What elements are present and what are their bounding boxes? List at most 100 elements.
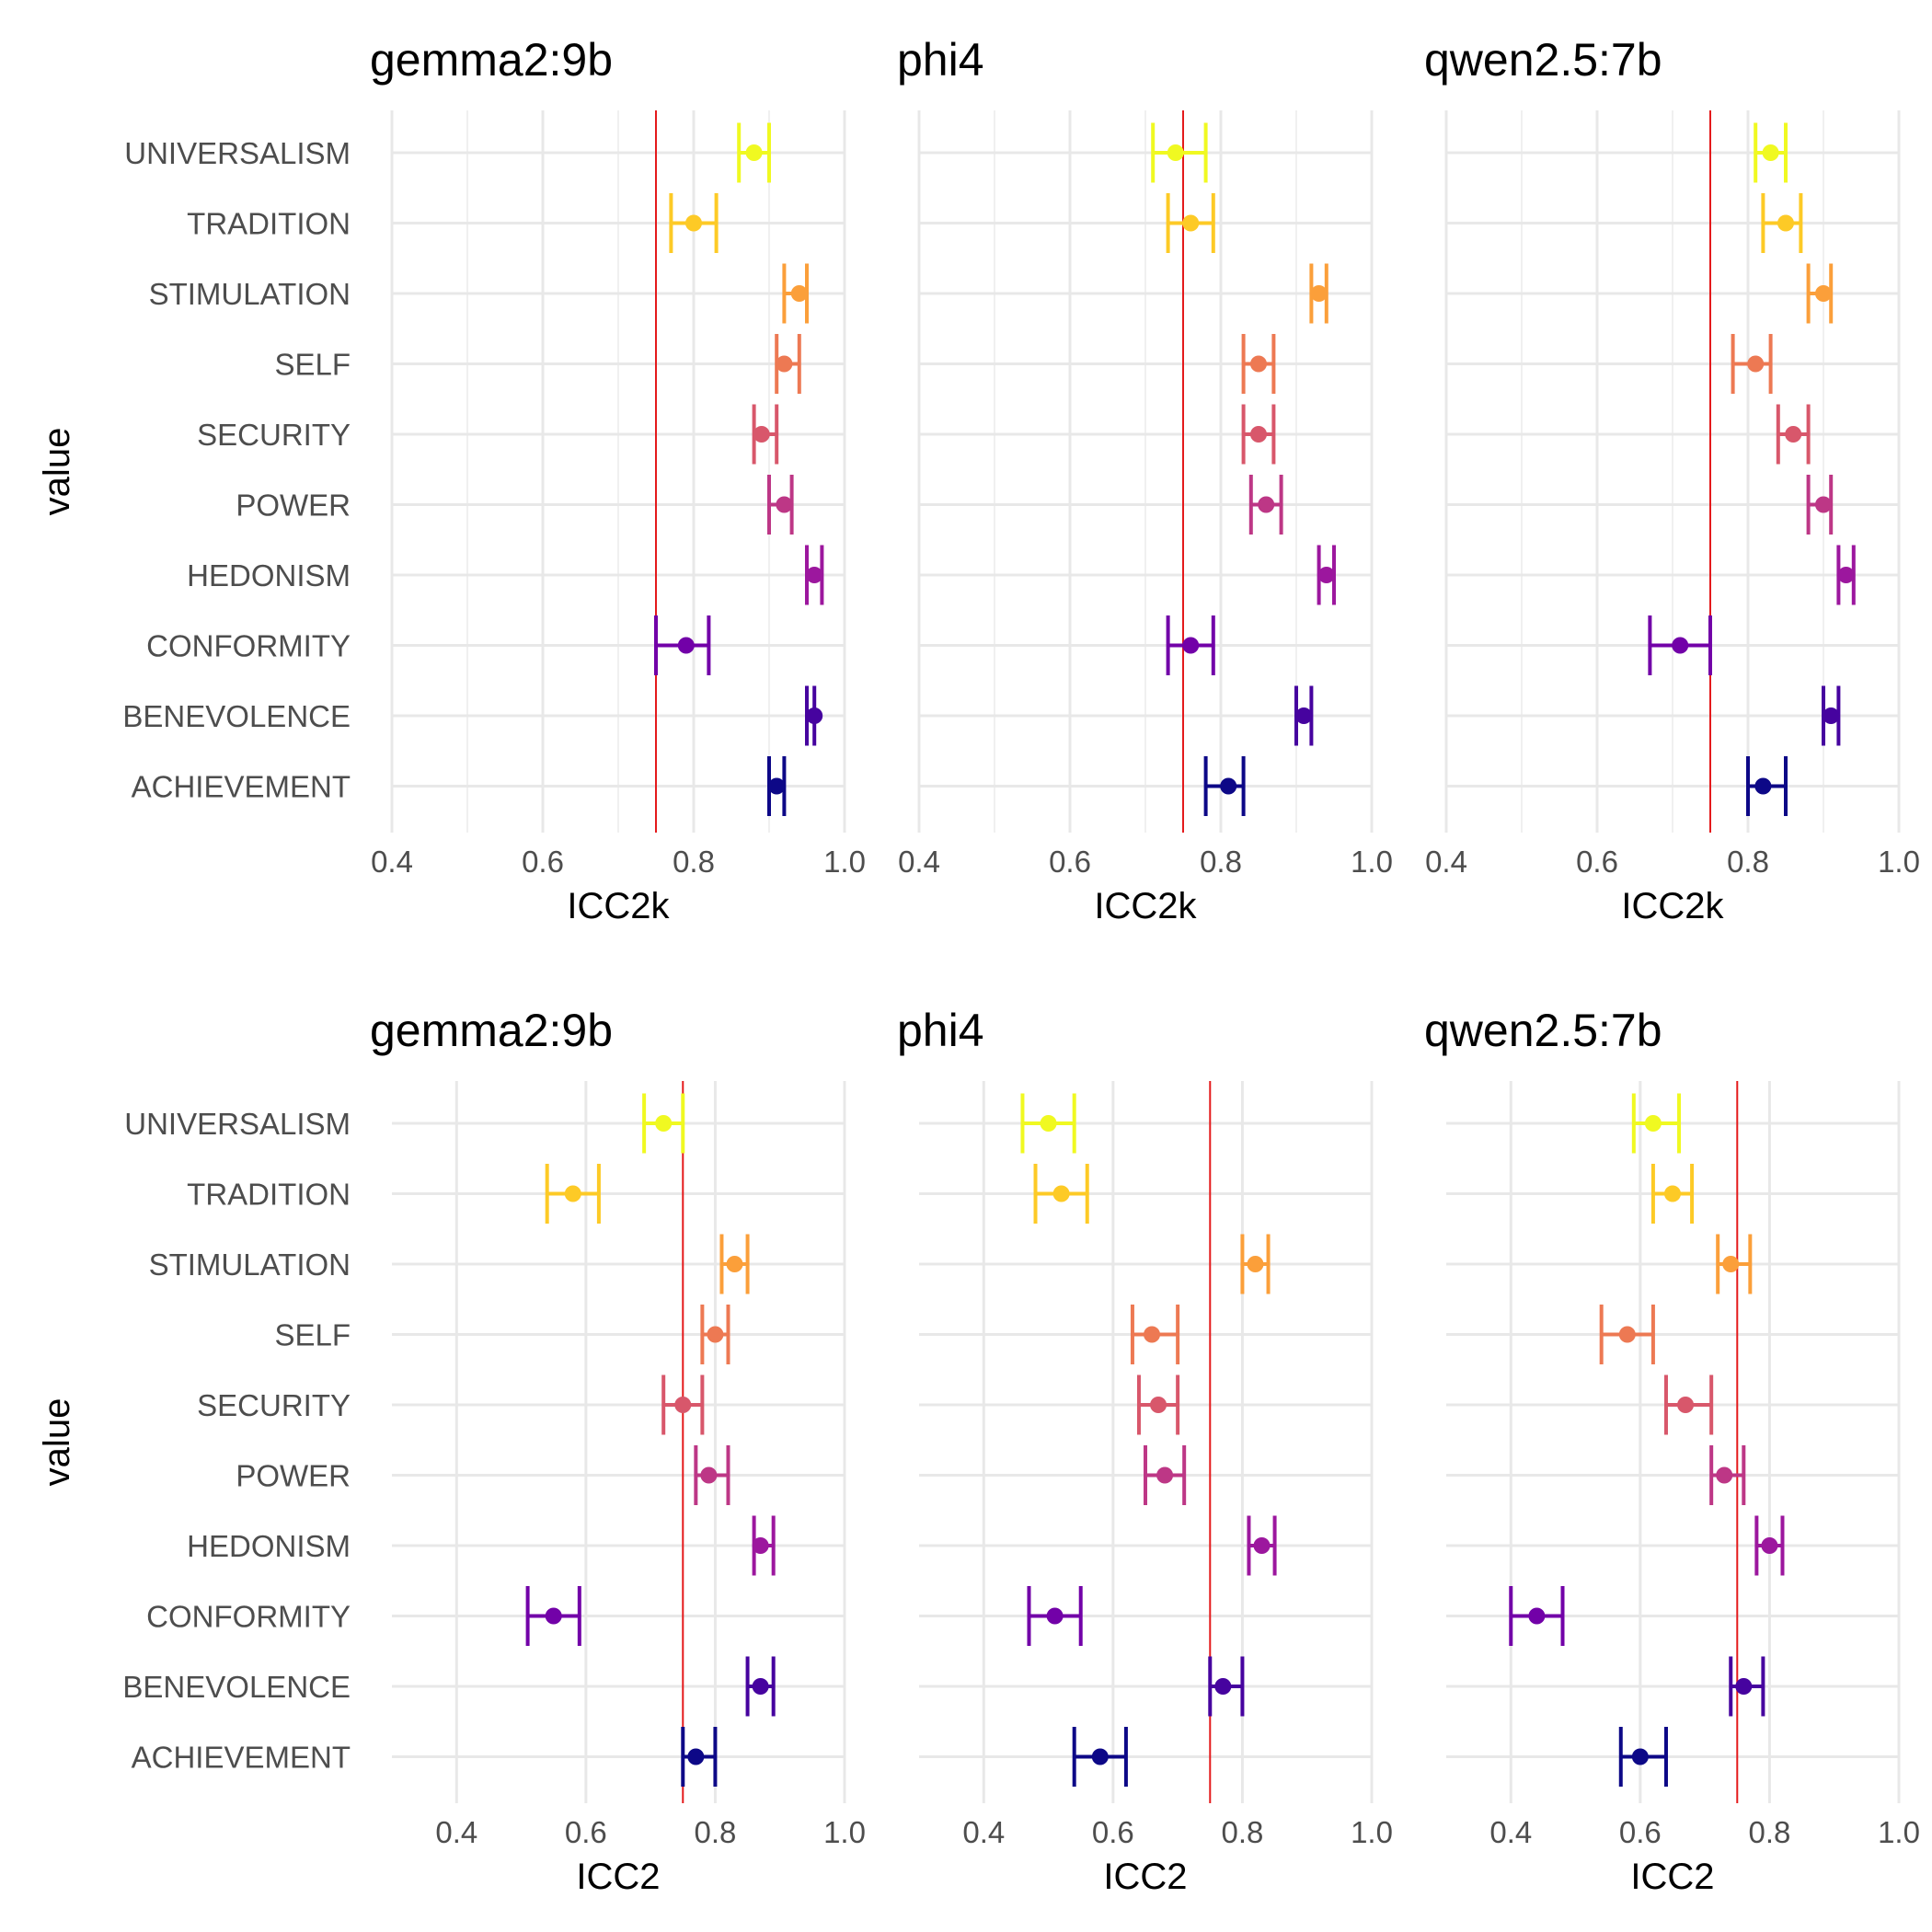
point-hedonism: [1253, 1537, 1271, 1554]
x-tick-label: 0.4: [1425, 845, 1467, 879]
x-tick-label: 1.0: [1351, 845, 1393, 879]
point-tradition: [1777, 214, 1794, 232]
category-label-achievement: ACHIEVEMENT: [132, 770, 351, 804]
point-hedonism: [806, 567, 823, 583]
category-label-security: SECURITY: [197, 418, 351, 452]
category-label-self: SELF: [274, 1318, 351, 1352]
point-hedonism: [1837, 567, 1855, 583]
x-axis-title: ICC2k: [567, 886, 670, 926]
point-security: [1677, 1397, 1695, 1413]
category-label-tradition: TRADITION: [187, 207, 351, 241]
panel-title: gemma2:9b: [370, 1005, 613, 1056]
x-tick-label: 0.4: [1489, 1815, 1532, 1849]
x-axis-title: ICC2k: [1621, 886, 1724, 926]
point-tradition: [1052, 1185, 1070, 1202]
x-tick-label: 0.8: [694, 1815, 736, 1849]
point-power: [776, 496, 793, 513]
x-tick-label: 0.6: [1619, 1815, 1662, 1849]
point-benevolence: [1735, 1678, 1753, 1695]
point-power: [1716, 1466, 1733, 1484]
point-universalism: [655, 1115, 673, 1132]
y-axis-title: value: [37, 1398, 77, 1487]
point-tradition: [685, 214, 702, 232]
category-label-benevolence: BENEVOLENCE: [122, 1670, 351, 1704]
point-universalism: [1167, 144, 1184, 161]
point-security: [1785, 426, 1802, 443]
point-security: [1250, 426, 1267, 443]
panel-title: qwen2.5:7b: [1424, 1005, 1662, 1056]
point-benevolence: [1823, 707, 1840, 724]
point-power: [1815, 496, 1832, 513]
x-tick-label: 0.6: [522, 845, 564, 879]
x-tick-label: 0.6: [1049, 845, 1091, 879]
point-tradition: [1182, 214, 1200, 232]
point-achievement: [1220, 777, 1237, 795]
point-benevolence: [1214, 1678, 1232, 1695]
point-self: [707, 1326, 724, 1343]
point-self: [776, 355, 793, 373]
panel-title: phi4: [897, 34, 984, 86]
y-axis-title: value: [37, 428, 77, 516]
panel-title: qwen2.5:7b: [1424, 34, 1662, 86]
x-tick-label: 0.4: [435, 1815, 477, 1849]
point-achievement: [1754, 777, 1772, 795]
point-security: [753, 426, 770, 443]
point-self: [1144, 1326, 1161, 1343]
category-label-power: POWER: [236, 489, 351, 523]
point-achievement: [1091, 1748, 1109, 1765]
point-hedonism: [1761, 1537, 1778, 1554]
panel-title: gemma2:9b: [370, 34, 613, 86]
point-benevolence: [1295, 707, 1313, 724]
point-self: [1747, 355, 1765, 373]
panel-title: phi4: [897, 1005, 984, 1056]
category-label-stimulation: STIMULATION: [149, 277, 351, 311]
category-label-universalism: UNIVERSALISM: [124, 1107, 351, 1141]
x-tick-label: 1.0: [823, 1815, 866, 1849]
point-power: [1258, 496, 1275, 513]
point-benevolence: [806, 707, 823, 724]
point-hedonism: [752, 1537, 769, 1554]
point-stimulation: [1247, 1256, 1264, 1272]
x-tick-label: 0.8: [673, 845, 715, 879]
point-achievement: [687, 1748, 705, 1765]
point-power: [1156, 1466, 1174, 1484]
point-benevolence: [752, 1678, 769, 1695]
category-label-conformity: CONFORMITY: [146, 629, 351, 663]
x-axis-title: ICC2: [1103, 1857, 1187, 1897]
point-security: [674, 1397, 692, 1413]
point-universalism: [1644, 1115, 1662, 1132]
point-self: [1250, 355, 1267, 373]
x-tick-label: 1.0: [823, 845, 866, 879]
point-self: [1618, 1326, 1636, 1343]
point-achievement: [768, 777, 786, 795]
point-universalism: [745, 144, 763, 161]
x-axis-title: ICC2: [576, 1857, 660, 1897]
point-conformity: [545, 1607, 562, 1625]
category-label-stimulation: STIMULATION: [149, 1248, 351, 1282]
point-conformity: [1046, 1607, 1064, 1625]
point-achievement: [1631, 1748, 1649, 1765]
category-label-self: SELF: [274, 348, 351, 382]
point-stimulation: [790, 285, 808, 302]
point-hedonism: [1317, 567, 1335, 583]
x-tick-label: 0.4: [371, 845, 413, 879]
category-label-hedonism: HEDONISM: [187, 1529, 351, 1563]
x-tick-label: 0.6: [1576, 845, 1618, 879]
category-label-benevolence: BENEVOLENCE: [122, 699, 351, 733]
x-tick-label: 1.0: [1878, 1815, 1920, 1849]
point-stimulation: [726, 1256, 743, 1272]
x-tick-label: 0.8: [1748, 1815, 1790, 1849]
point-tradition: [1664, 1185, 1681, 1202]
point-conformity: [1182, 637, 1200, 654]
x-tick-label: 0.6: [1092, 1815, 1134, 1849]
x-tick-label: 0.8: [1727, 845, 1769, 879]
category-label-conformity: CONFORMITY: [146, 1600, 351, 1634]
category-label-achievement: ACHIEVEMENT: [132, 1741, 351, 1775]
point-stimulation: [1815, 285, 1832, 302]
x-tick-label: 1.0: [1878, 845, 1920, 879]
x-tick-label: 0.4: [962, 1815, 1005, 1849]
category-label-hedonism: HEDONISM: [187, 558, 351, 592]
x-tick-label: 1.0: [1351, 1815, 1393, 1849]
point-stimulation: [1722, 1256, 1740, 1272]
